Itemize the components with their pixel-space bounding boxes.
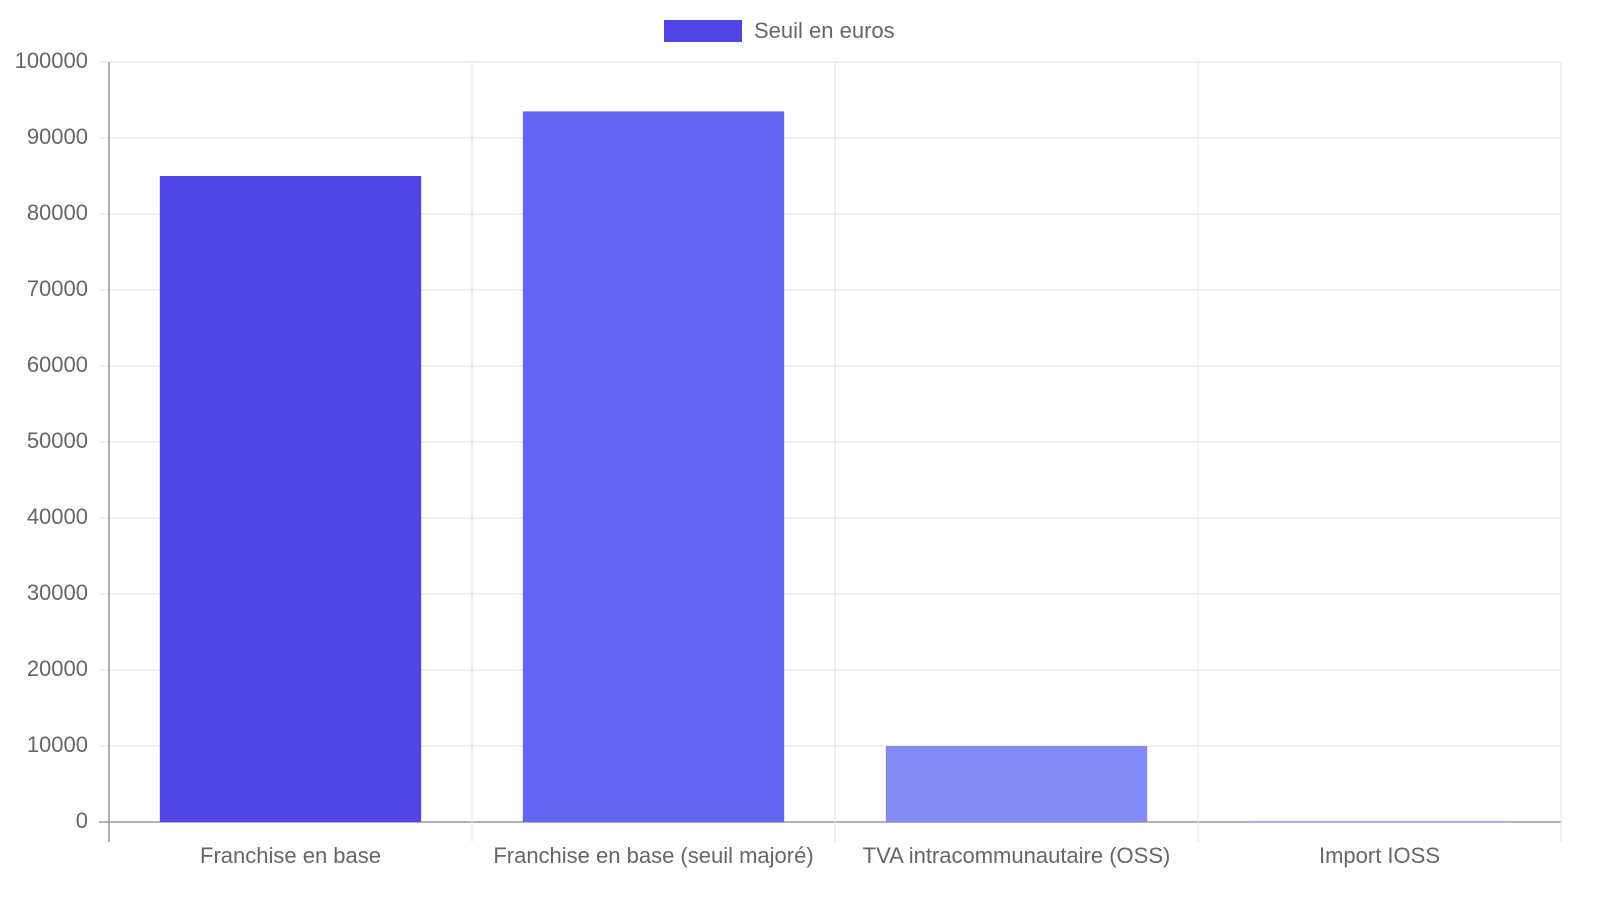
x-tick-label: Import IOSS <box>1319 843 1440 868</box>
legend-label: Seuil en euros <box>754 18 895 43</box>
bar <box>885 746 1148 822</box>
y-tick-label: 90000 <box>27 124 88 149</box>
y-tick-label: 20000 <box>27 656 88 681</box>
y-tick-label: 50000 <box>27 428 88 453</box>
bar <box>522 111 785 822</box>
x-tick-label: Franchise en base <box>200 843 381 868</box>
y-tick-label: 100000 <box>15 48 88 73</box>
y-tick-label: 30000 <box>27 580 88 605</box>
bar <box>1248 820 1511 822</box>
x-tick-label: TVA intracommunautaire (OSS) <box>863 843 1171 868</box>
y-tick-label: 10000 <box>27 732 88 757</box>
y-tick-label: 80000 <box>27 200 88 225</box>
y-tick-label: 40000 <box>27 504 88 529</box>
y-tick-label: 70000 <box>27 276 88 301</box>
y-tick-label: 0 <box>76 808 88 833</box>
bar <box>159 176 422 822</box>
y-tick-label: 60000 <box>27 352 88 377</box>
x-tick-label: Franchise en base (seuil majoré) <box>493 843 813 868</box>
legend-swatch <box>664 20 742 42</box>
